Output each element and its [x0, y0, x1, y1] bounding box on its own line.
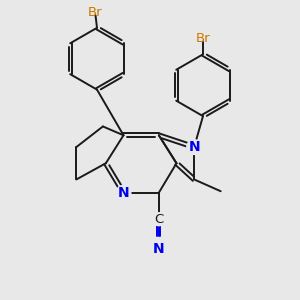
Text: Br: Br	[88, 6, 103, 19]
Text: Br: Br	[196, 32, 210, 46]
Circle shape	[116, 185, 131, 200]
Text: N: N	[118, 186, 129, 200]
Text: N: N	[188, 140, 200, 154]
Text: N: N	[153, 242, 165, 256]
Text: C: C	[154, 213, 164, 226]
Circle shape	[187, 140, 202, 154]
Circle shape	[152, 213, 165, 226]
